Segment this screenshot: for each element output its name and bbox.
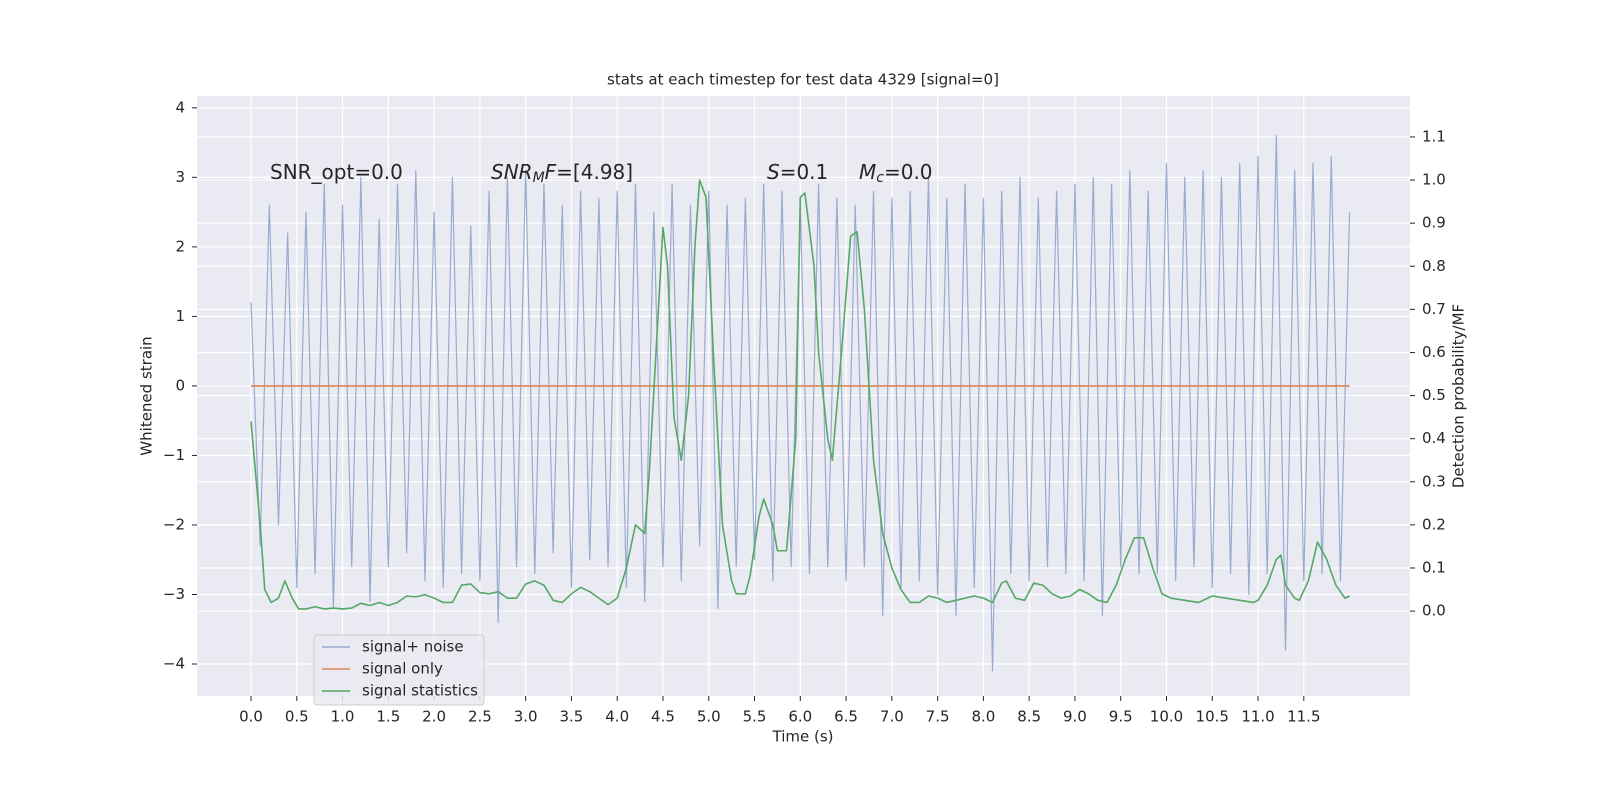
x-tick-label: 3.0 — [514, 708, 538, 726]
x-tick-label: 7.5 — [926, 708, 950, 726]
y2-tick-label: 0.2 — [1422, 515, 1446, 533]
annotation-part: M — [859, 160, 876, 184]
annotation: SNR_opt=0.0 — [270, 160, 403, 184]
x-tick-label: 9.5 — [1109, 708, 1133, 726]
x-axis-label: Time (s) — [772, 728, 834, 746]
x-tick-label: 10.0 — [1150, 708, 1183, 726]
annotation-part: S — [767, 160, 780, 184]
x-tick-label: 6.0 — [788, 708, 812, 726]
x-tick-label: 1.0 — [331, 708, 355, 726]
y-tick-label: −1 — [163, 446, 185, 464]
y-tick-label: 3 — [175, 168, 185, 186]
y2-tick-label: 0.5 — [1422, 386, 1446, 404]
annotation-part: =0.0 — [884, 160, 933, 184]
legend-label: signal only — [362, 660, 443, 678]
y-axis-label: Whitened strain — [138, 336, 156, 455]
annotation: SNRMF=[4.98] — [491, 160, 633, 187]
annotation-part: SNR_opt=0.0 — [270, 160, 403, 184]
series-line — [250, 179, 1350, 610]
x-tick-label: 0.5 — [285, 708, 309, 726]
y2-tick-label: 0.3 — [1422, 472, 1446, 490]
y2-tick-label: 1.0 — [1422, 171, 1446, 189]
y2-tick-label: 0.6 — [1422, 343, 1446, 361]
y2-tick-label: 0.8 — [1422, 257, 1446, 275]
x-tick-label: 11.0 — [1241, 708, 1274, 726]
x-tick-label: 10.5 — [1196, 708, 1229, 726]
y2-axis-label: Detection probability/MF — [1450, 304, 1468, 488]
y2-tick-label: 1.1 — [1422, 127, 1446, 145]
annotation-part: SNR — [491, 160, 533, 184]
annotation-part: c — [876, 170, 884, 186]
y2-tick-label: 0.9 — [1422, 214, 1446, 232]
x-tick-label: 9.0 — [1063, 708, 1087, 726]
y-tick-label: 4 — [175, 98, 185, 116]
x-tick-label: 7.0 — [880, 708, 904, 726]
x-tick-label: 0.0 — [239, 708, 263, 726]
y2-tick-label: 0.0 — [1422, 602, 1446, 620]
legend-box — [313, 634, 485, 706]
x-tick-label: 2.0 — [422, 708, 446, 726]
annotation-part: =0.1 — [780, 160, 829, 184]
y-tick-label: −4 — [163, 655, 185, 673]
x-tick-label: 1.5 — [376, 708, 400, 726]
annotation-part: F — [545, 160, 557, 184]
annotation-part: M — [533, 170, 545, 186]
annotation: S=0.1 — [767, 160, 828, 184]
y-tick-label: −2 — [163, 515, 185, 533]
x-tick-label: 8.5 — [1017, 708, 1041, 726]
y2-tick-label: 0.4 — [1422, 429, 1446, 447]
y2-tick-label: 0.1 — [1422, 558, 1446, 576]
x-tick-label: 4.0 — [605, 708, 629, 726]
y-tick-label: −3 — [163, 585, 185, 603]
x-tick-label: 4.5 — [651, 708, 675, 726]
annotation: Mc=0.0 — [859, 160, 933, 187]
y-tick-label: 0 — [175, 376, 185, 394]
x-tick-label: 6.5 — [834, 708, 858, 726]
y-tick-label: 1 — [175, 307, 185, 325]
x-tick-label: 3.5 — [559, 708, 583, 726]
chart-title: stats at each timestep for test data 432… — [607, 71, 999, 89]
x-tick-label: 5.5 — [743, 708, 767, 726]
y2-tick-label: 0.7 — [1422, 300, 1446, 318]
annotation-part: =[4.98] — [556, 160, 633, 184]
legend-label: signal+ noise — [362, 638, 464, 656]
x-tick-label: 8.0 — [971, 708, 995, 726]
x-tick-label: 11.5 — [1287, 708, 1320, 726]
legend-label: signal statistics — [362, 682, 478, 700]
x-tick-label: 5.0 — [697, 708, 721, 726]
y-tick-label: 2 — [175, 237, 185, 255]
x-tick-label: 2.5 — [468, 708, 492, 726]
